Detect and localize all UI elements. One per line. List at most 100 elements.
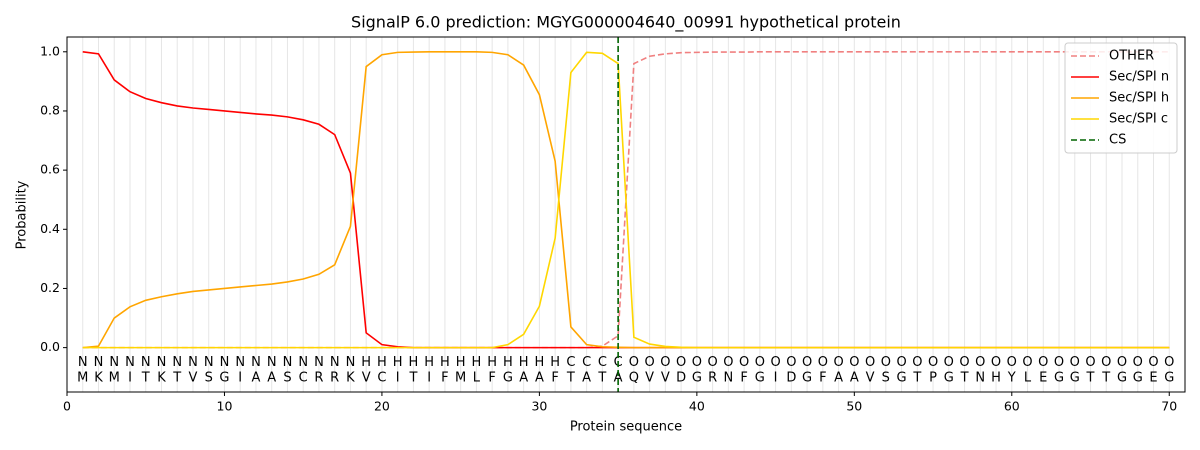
residue: V <box>645 371 654 386</box>
region-label: O <box>959 355 969 370</box>
y-tick-label: 0.8 <box>40 102 60 117</box>
legend-label: CS <box>1109 133 1126 148</box>
residue: I <box>396 371 400 386</box>
residue: V <box>189 371 198 386</box>
region-label: O <box>1054 355 1064 370</box>
residue: Y <box>1007 371 1016 386</box>
residue: D <box>676 371 686 386</box>
chart-title: SignalP 6.0 prediction: MGYG000004640_00… <box>351 13 901 33</box>
region-label: H <box>456 355 466 370</box>
region-label: O <box>770 355 780 370</box>
residue: I <box>128 371 132 386</box>
region-label: N <box>157 355 167 370</box>
residue: S <box>283 371 291 386</box>
region-label: H <box>409 355 419 370</box>
region-label: H <box>535 355 545 370</box>
residue: K <box>94 371 103 386</box>
region-label: O <box>723 355 733 370</box>
residue: G <box>802 371 812 386</box>
region-label: N <box>109 355 119 370</box>
residue: G <box>1164 371 1174 386</box>
residue: F <box>740 371 747 386</box>
residue: K <box>157 371 166 386</box>
residue: C <box>299 371 308 386</box>
region-label: O <box>1117 355 1127 370</box>
region-label: H <box>472 355 482 370</box>
residue: I <box>774 371 778 386</box>
region-label: N <box>298 355 308 370</box>
y-tick-label: 0.2 <box>40 280 60 295</box>
residue: G <box>1133 371 1143 386</box>
region-label: H <box>377 355 387 370</box>
y-tick-label: 0.6 <box>40 162 60 177</box>
region-label: O <box>1007 355 1017 370</box>
residue: R <box>708 371 717 386</box>
residue: G <box>897 371 907 386</box>
region-label: O <box>991 355 1001 370</box>
residue: A <box>834 371 843 386</box>
region-label: O <box>912 355 922 370</box>
region-label: C <box>598 355 607 370</box>
residue: G <box>944 371 954 386</box>
residue: G <box>755 371 765 386</box>
residue: S <box>205 371 213 386</box>
x-axis-label: Protein sequence <box>570 420 682 435</box>
residue: A <box>535 371 544 386</box>
region-label: O <box>849 355 859 370</box>
residue: S <box>882 371 890 386</box>
residue: T <box>1101 371 1110 386</box>
residue: G <box>692 371 702 386</box>
residue: A <box>267 371 276 386</box>
region-label: N <box>220 355 230 370</box>
residue: V <box>661 371 670 386</box>
y-tick-label: 0.0 <box>40 339 60 354</box>
region-label: H <box>361 355 371 370</box>
residue: T <box>172 371 181 386</box>
region-label: H <box>440 355 450 370</box>
residue: E <box>1149 371 1157 386</box>
region-label: O <box>629 355 639 370</box>
region-label: O <box>1101 355 1111 370</box>
x-tick-label: 50 <box>846 399 862 414</box>
residue: G <box>1070 371 1080 386</box>
region-label: O <box>786 355 796 370</box>
region-label: O <box>865 355 875 370</box>
residue: A <box>850 371 859 386</box>
region-label: H <box>424 355 434 370</box>
residue: T <box>912 371 921 386</box>
x-tick-label: 40 <box>689 399 705 414</box>
residue: F <box>441 371 448 386</box>
region-label: H <box>487 355 497 370</box>
residue: I <box>238 371 242 386</box>
region-label: O <box>1133 355 1143 370</box>
region-label: H <box>503 355 513 370</box>
region-label: H <box>393 355 403 370</box>
region-label: O <box>944 355 954 370</box>
region-label: N <box>251 355 261 370</box>
region-label: N <box>125 355 135 370</box>
region-label: O <box>896 355 906 370</box>
region-label: O <box>818 355 828 370</box>
region-label: N <box>204 355 214 370</box>
legend-box <box>1064 42 1178 154</box>
region-label: O <box>1038 355 1048 370</box>
region-label: O <box>802 355 812 370</box>
residue: T <box>141 371 150 386</box>
region-label: N <box>172 355 182 370</box>
region-label: N <box>141 355 151 370</box>
residue: M <box>455 371 466 386</box>
region-label: N <box>267 355 277 370</box>
y-tick-label: 0.4 <box>40 221 60 236</box>
legend-label: Sec/SPI n <box>1109 70 1169 85</box>
region-label: H <box>519 355 529 370</box>
plot-frame <box>66 36 1186 393</box>
region-label: O <box>1148 355 1158 370</box>
residue: G <box>1054 371 1064 386</box>
region-label: N <box>188 355 198 370</box>
residue: G <box>503 371 513 386</box>
residue: T <box>960 371 969 386</box>
x-tick-label: 30 <box>531 399 547 414</box>
region-label: O <box>755 355 765 370</box>
residue: A <box>582 371 591 386</box>
